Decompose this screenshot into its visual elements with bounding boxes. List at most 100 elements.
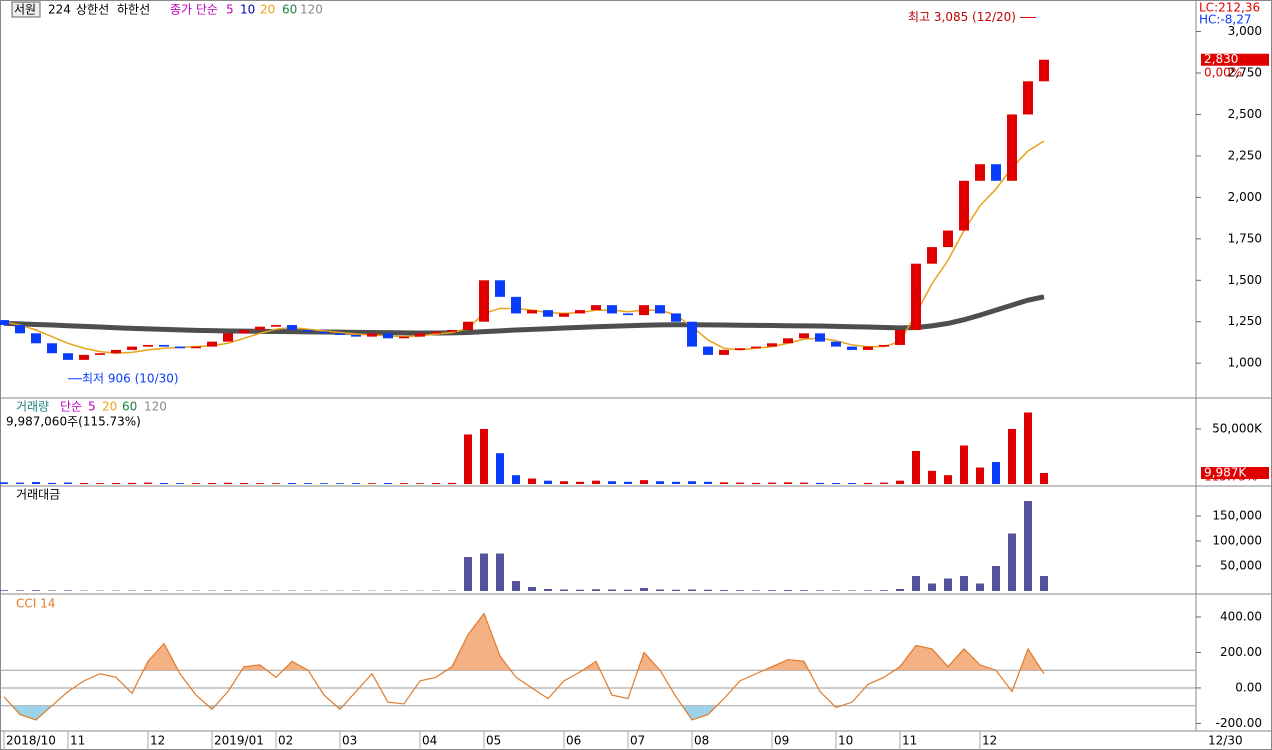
bar — [544, 480, 552, 484]
bar — [144, 482, 152, 484]
candle — [927, 247, 937, 264]
candle — [447, 330, 457, 332]
bar — [832, 483, 840, 484]
candle — [463, 321, 473, 331]
bar — [784, 482, 792, 484]
legend: 20 — [260, 3, 275, 17]
bar — [896, 480, 904, 484]
name-box[interactable] — [11, 1, 41, 18]
legend: 120 — [300, 3, 323, 17]
bar — [528, 587, 536, 591]
cci-line — [3, 612, 1045, 721]
bar — [224, 590, 232, 591]
bar — [912, 576, 920, 591]
bar — [256, 483, 264, 484]
legend: 하한선 — [117, 3, 150, 17]
x-tick-label: 11 — [902, 734, 917, 748]
bar — [224, 482, 232, 484]
legend: 10 — [240, 3, 255, 17]
x-tick-label: 03 — [342, 734, 357, 748]
candle — [495, 280, 505, 297]
x-tick-label: 2019/01 — [214, 734, 264, 748]
bar — [608, 589, 616, 591]
candle — [767, 343, 777, 347]
bar — [1008, 533, 1016, 591]
panel-title: 거래량 — [16, 400, 49, 414]
bar — [592, 480, 600, 484]
candle — [31, 333, 41, 344]
candle — [719, 349, 729, 355]
bar — [96, 483, 104, 484]
candle — [271, 325, 281, 327]
x-tick-label: 09 — [774, 734, 789, 748]
candle — [431, 331, 441, 334]
bar — [112, 483, 120, 484]
bar — [960, 576, 968, 591]
legend: 단순 — [60, 400, 82, 414]
y-tick-label: 2,250 — [1228, 148, 1262, 162]
candle — [479, 280, 489, 322]
bar — [640, 588, 648, 591]
bar — [288, 483, 296, 484]
lc: LC:212,36 — [1199, 1, 1260, 15]
bar — [576, 589, 584, 591]
candle — [991, 164, 1001, 181]
current-label: 9,987K — [1204, 466, 1247, 480]
bar — [688, 589, 696, 591]
current-box — [1201, 53, 1269, 66]
candle — [559, 313, 569, 317]
y-tick-label: 1,750 — [1228, 231, 1262, 245]
bar — [704, 589, 712, 591]
volume-info: 9,987,060주(115.73%) — [6, 415, 141, 429]
bar — [384, 483, 392, 484]
bar — [240, 483, 248, 484]
x-tick-label: 08 — [694, 734, 709, 748]
bar — [720, 590, 728, 591]
high-label: 최고 3,085 (12/20) — [908, 10, 1016, 24]
y-tick-label: 50,000K — [1212, 421, 1263, 435]
candle — [175, 346, 185, 349]
x-end-label: 12/30 — [1208, 734, 1243, 748]
bar — [704, 481, 712, 484]
bar — [592, 589, 600, 591]
candle — [735, 348, 745, 350]
candle — [911, 263, 921, 331]
x-tick-label: 02 — [278, 734, 293, 748]
candle — [47, 343, 57, 354]
bar — [560, 481, 568, 484]
bar — [1024, 501, 1032, 591]
bar — [880, 482, 888, 484]
legend: 120 — [144, 400, 167, 414]
bar — [784, 590, 792, 591]
bar — [560, 589, 568, 591]
candle — [511, 296, 521, 314]
bar — [368, 483, 376, 484]
legend: 5 — [88, 400, 96, 414]
bar — [656, 589, 664, 591]
bar — [32, 590, 40, 591]
bar — [320, 483, 328, 484]
candle — [159, 344, 169, 347]
current-box — [1201, 467, 1269, 480]
bar — [656, 481, 664, 484]
bar — [624, 589, 632, 591]
candle — [703, 346, 713, 355]
bar — [816, 590, 824, 591]
candle — [303, 330, 313, 332]
candle — [351, 334, 361, 337]
candle — [319, 331, 329, 334]
bar — [816, 482, 824, 484]
bar — [464, 557, 472, 591]
legend: 종가 단순 — [170, 3, 218, 17]
bar — [864, 590, 872, 591]
candle — [0, 320, 9, 326]
candle — [95, 353, 105, 355]
candle — [415, 333, 425, 337]
bar — [432, 483, 440, 484]
bar — [752, 590, 760, 591]
x-tick-label: 11 — [70, 734, 85, 748]
y-tick-label: 0.00 — [1235, 680, 1262, 694]
stock-name: 서원 — [14, 3, 36, 17]
candle — [879, 344, 889, 347]
